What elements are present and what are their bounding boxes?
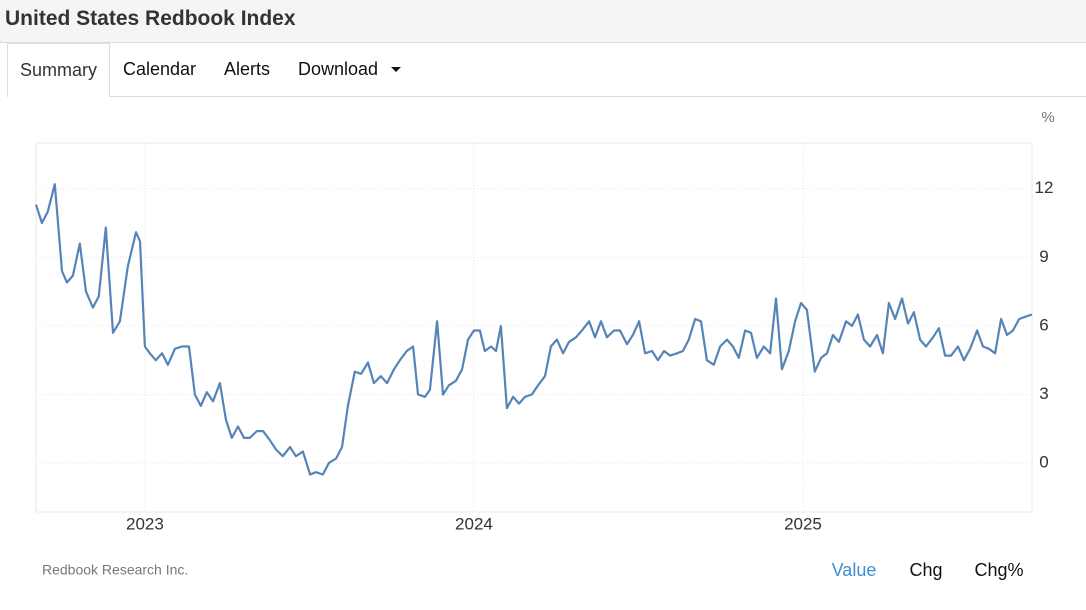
plot-frame — [35, 142, 1033, 513]
x-tick-label: 2023 — [126, 514, 164, 533]
y-tick-label: 9 — [1039, 247, 1048, 266]
value-button[interactable]: Value — [832, 560, 877, 580]
tab[interactable]: Calendar — [123, 59, 197, 79]
chg-button[interactable]: Chg — [909, 560, 942, 580]
x-tick-label: 2024 — [455, 514, 493, 533]
title-bar: United States Redbook Index — [0, 0, 1086, 43]
y-tick-label: 12 — [1035, 178, 1054, 197]
tab[interactable]: Summary — [7, 43, 110, 97]
y-tick-label: 0 — [1039, 453, 1048, 472]
data-line — [34, 183, 1033, 476]
source: Redbook Research Inc. — [42, 562, 188, 578]
x-tick-label: 2025 — [784, 514, 822, 533]
y-tick-label: 6 — [1039, 315, 1048, 334]
y-tick-label: 3 — [1039, 384, 1048, 403]
y-unit: % — [1041, 109, 1054, 126]
dropdown-caret — [391, 67, 401, 72]
page-title: United States Redbook Index — [5, 7, 296, 30]
chgpct-button[interactable]: Chg% — [974, 560, 1023, 580]
tab[interactable]: Alerts — [224, 59, 271, 79]
tab[interactable]: Download — [298, 59, 379, 79]
tab-bar: Summary Calendar Alerts Download — [0, 43, 1086, 97]
tab-border — [110, 96, 1086, 97]
